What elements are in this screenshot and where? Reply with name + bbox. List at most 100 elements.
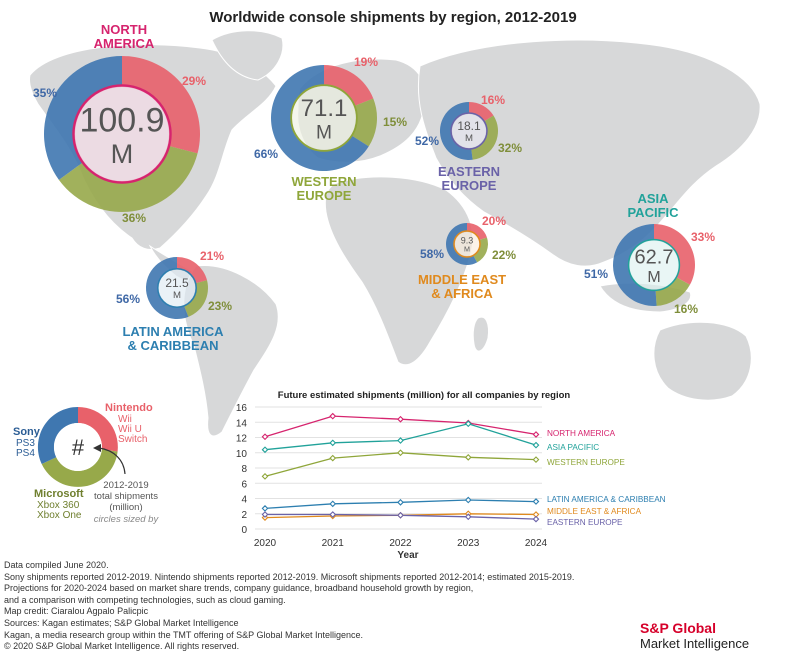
region-name: EUROPE	[442, 178, 497, 193]
segment-microsoft	[184, 280, 209, 317]
y-tick-label: 10	[236, 449, 248, 460]
footnote-line: and a comparison with competing technolo…	[4, 594, 286, 605]
series-point	[261, 505, 269, 512]
legend-microsoft-item: Xbox One	[37, 510, 82, 521]
region-name: AMERICA	[94, 36, 155, 51]
y-tick-label: 16	[236, 403, 248, 414]
region-name: PACIFIC	[627, 205, 679, 220]
share-label-sony: 66%	[254, 147, 278, 161]
series-label: LATIN AMERICA & CARIBBEAN	[547, 495, 666, 504]
segment-nintendo	[467, 223, 487, 240]
segment-sony	[44, 56, 122, 180]
series-point	[261, 446, 269, 454]
bubble-unit: M	[465, 133, 473, 144]
series-point	[329, 500, 337, 508]
legend-note-line: total shipments	[94, 491, 158, 502]
legend-nintendo-item: Switch	[118, 434, 147, 445]
share-label-microsoft: 32%	[498, 141, 522, 155]
bubble-total: 100.9	[79, 101, 164, 139]
series-point	[397, 498, 404, 506]
bubble-total: 9.3	[461, 235, 474, 245]
segment-microsoft	[471, 115, 499, 160]
segment-nintendo	[654, 224, 696, 285]
map-australia	[653, 321, 752, 401]
segment-microsoft	[58, 146, 198, 212]
share-label-sony: 56%	[116, 292, 140, 306]
share-label-nintendo: 20%	[482, 214, 506, 228]
footnote-line: © 2020 S&P Global Market Intelligence. A…	[4, 641, 240, 652]
segment-microsoft	[655, 277, 690, 306]
legend-sony-item: PS3	[16, 438, 35, 449]
segment-microsoft	[351, 98, 378, 147]
share-label-nintendo: 21%	[200, 249, 224, 263]
bubble-total: 71.1	[301, 95, 348, 122]
legend-microsoft-title: Microsoft	[34, 488, 84, 500]
bubble-center-fill	[292, 86, 356, 150]
bubble-unit: M	[111, 138, 134, 169]
forecast-line-chart: Future estimated shipments (million) for…	[236, 390, 666, 561]
x-tick-label: 2022	[389, 538, 412, 549]
series-point	[464, 513, 472, 521]
segment-nintendo	[177, 256, 208, 284]
x-tick-label: 2021	[322, 538, 345, 549]
series-point	[261, 511, 269, 518]
series-label: WESTERN EUROPE	[547, 458, 625, 467]
bubble-unit: M	[316, 122, 332, 143]
share-label-nintendo: 19%	[354, 55, 378, 69]
series-point	[532, 441, 540, 449]
footnote-line: Sony shipments reported 2012-2019. Ninte…	[4, 571, 575, 582]
bubble-center-fill	[158, 269, 196, 307]
legend-note-line: (million)	[109, 502, 142, 513]
segment-sony	[613, 224, 657, 306]
legend-nintendo-item: Wii U	[118, 424, 142, 435]
legend-nintendo-title: Nintendo	[105, 402, 153, 414]
bubble-total: 18.1	[457, 119, 481, 133]
region-name: LATIN AMERICA	[122, 324, 224, 339]
legend-sony-title: Sony	[13, 426, 41, 438]
segment-sony	[145, 257, 189, 319]
legend-note-sub: circles sized by	[94, 514, 160, 525]
legend-center-circle	[54, 423, 102, 471]
bubble-total: 21.5	[165, 276, 189, 290]
brand-line-2: Market Intelligence	[640, 636, 750, 651]
line-chart-title: Future estimated shipments (million) for…	[278, 390, 571, 401]
legend-microsoft-item: Xbox 360	[37, 500, 80, 511]
legend-nintendo-item: Wii	[118, 414, 132, 425]
series-point	[329, 439, 337, 447]
share-label-microsoft: 15%	[383, 115, 407, 129]
series-point	[329, 412, 337, 420]
legend-note-line: 2012-2019	[103, 480, 148, 491]
series-point	[464, 453, 472, 461]
y-tick-label: 6	[241, 479, 247, 490]
y-tick-label: 4	[241, 495, 247, 506]
bubble-center-fill	[454, 231, 480, 257]
series-point	[397, 415, 404, 423]
share-label-nintendo: 16%	[481, 93, 505, 107]
legend-sony-item: PS4	[16, 448, 35, 459]
share-label-sony: 52%	[415, 134, 439, 148]
series-point	[397, 511, 404, 519]
bubble-unit: M	[173, 290, 181, 301]
series-point	[532, 498, 540, 505]
series-label: NORTH AMERICA	[547, 429, 616, 438]
bubble-total: 62.7	[635, 246, 674, 268]
segment-nintendo	[469, 102, 494, 122]
series-point	[532, 515, 540, 523]
region-bubble-middle-east-africa: 9.3M 20% 22% 58% MIDDLE EAST& AFRICA	[418, 214, 516, 301]
legend-microsoft-arc	[41, 449, 118, 487]
series-point	[397, 449, 404, 457]
segment-nintendo	[324, 65, 374, 106]
x-axis-label: Year	[397, 550, 418, 561]
share-label-sony: 58%	[420, 247, 444, 261]
series-point	[532, 431, 540, 438]
bubble-center-fill	[629, 240, 679, 290]
bubble-center-fill	[74, 86, 170, 182]
bubble-unit: M	[464, 245, 470, 254]
series-label: ASIA PACIFIC	[547, 443, 599, 452]
map-africa	[324, 176, 474, 366]
legend-center-symbol: #	[72, 435, 85, 460]
footnote-line: Map credit: Ciaralou Agpalo Palicpic	[4, 606, 149, 617]
